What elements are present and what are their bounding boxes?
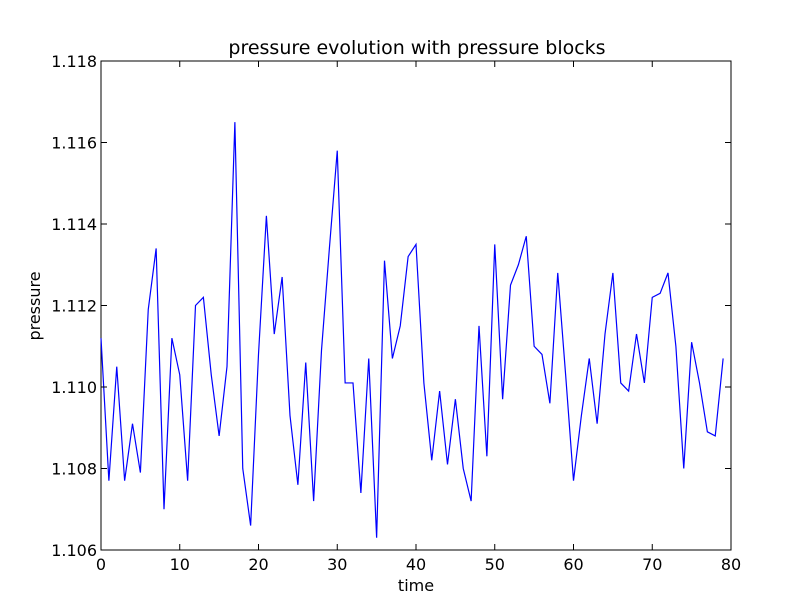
plot-area [100,60,732,551]
chart-title: pressure evolution with pressure blocks [228,37,605,59]
plot-frame [100,60,732,551]
series-line [100,122,724,538]
y-tick-label: 1.114 [51,215,97,234]
x-tick-label: 0 [96,555,106,574]
x-axis: 0 10 20 30 40 50 60 70 80 [96,61,741,574]
x-tick-label: 10 [170,555,190,574]
x-tick-label: 50 [485,555,505,574]
x-tick-label: 60 [563,555,583,574]
y-tick-label: 1.106 [51,541,97,560]
x-axis-label: time [398,576,434,595]
y-tick-label: 1.112 [51,297,97,316]
x-tick-label: 80 [721,555,741,574]
y-axis-label: pressure [25,271,44,340]
y-tick-label: 1.118 [51,52,97,71]
x-tick-label: 40 [406,555,426,574]
y-tick-label: 1.108 [51,460,97,479]
y-axis: 1.106 1.108 1.110 1.112 1.114 1.116 1.118 [51,52,731,560]
x-tick-label: 70 [642,555,662,574]
x-tick-label: 30 [327,555,347,574]
y-tick-label: 1.110 [51,378,97,397]
y-tick-label: 1.116 [51,134,97,153]
x-tick-label: 20 [248,555,268,574]
